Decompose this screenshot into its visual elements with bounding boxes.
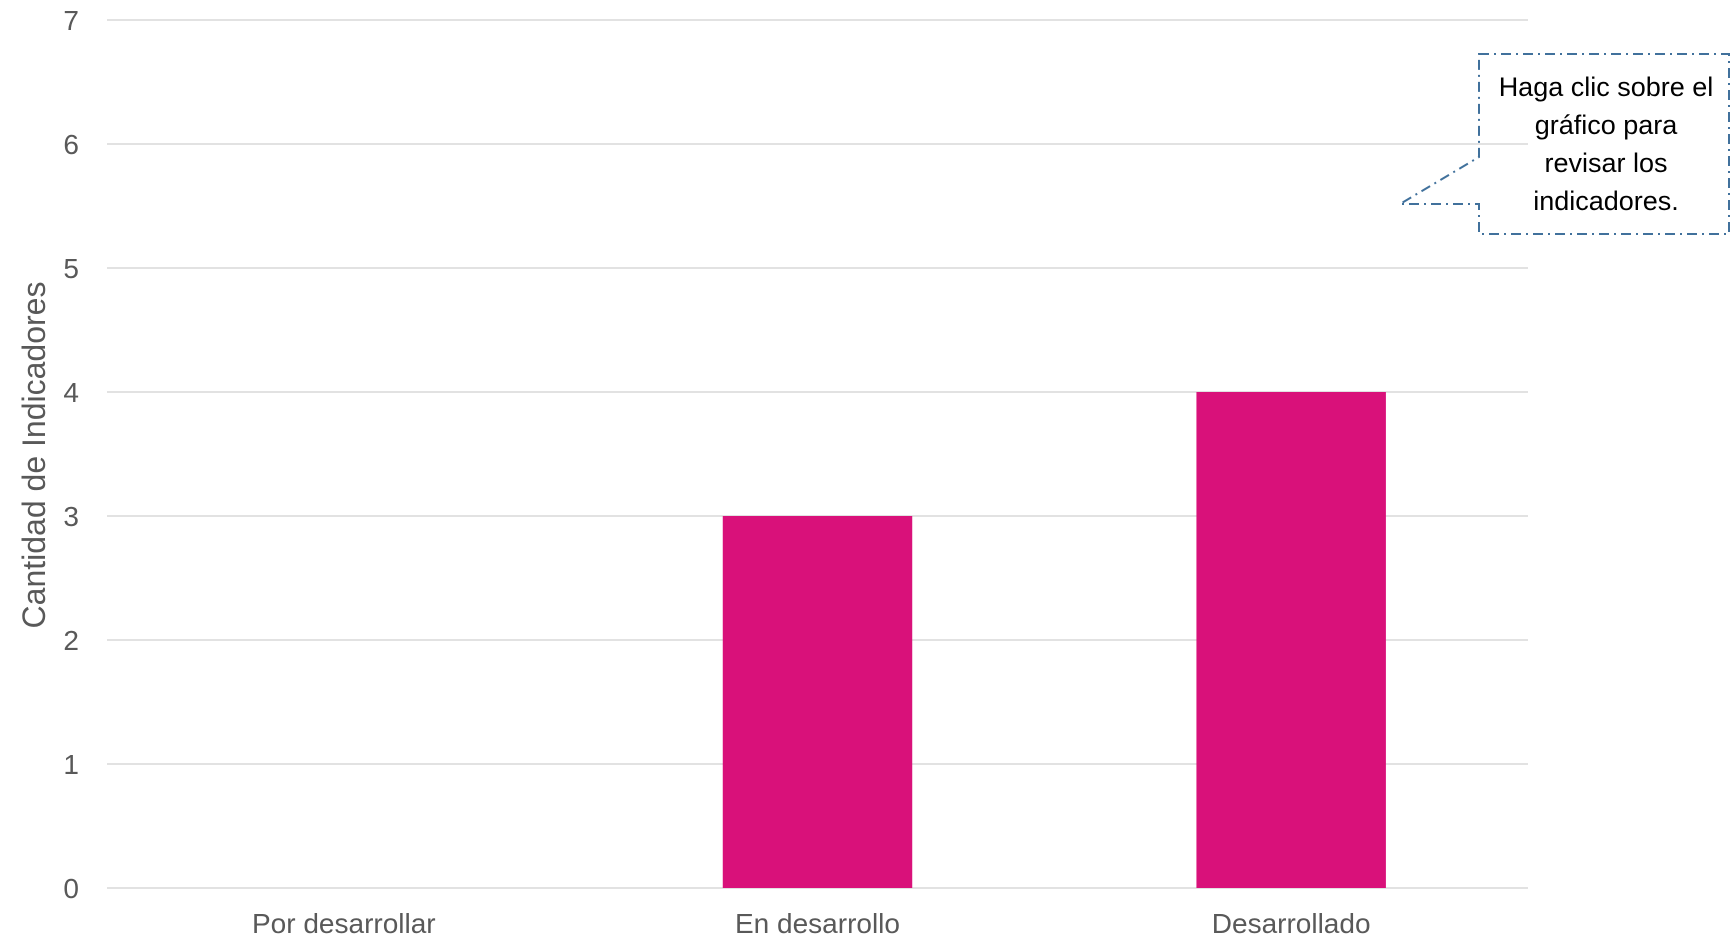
y-tick-label: 0 [63,873,79,904]
y-tick-label: 5 [63,253,79,284]
callout-text: Haga clic sobre el gráfico para revisar … [1498,72,1714,216]
callout-shape [1396,53,1730,235]
y-tick-label: 6 [63,129,79,160]
y-axis-title: Cantidad de Indicadores [16,282,52,629]
bars[interactable] [722,392,1386,888]
callout-note: Haga clic sobre el gráfico para revisar … [1479,54,1731,234]
y-axis-ticks: 0 1 2 3 4 5 6 7 [63,5,79,904]
bar-desarrollado[interactable] [1196,392,1386,888]
y-tick-label: 3 [63,501,79,532]
x-axis-ticks: Por desarrollar En desarrollo Desarrollado [252,908,1371,939]
y-tick-label: 1 [63,749,79,780]
y-tick-label: 7 [63,5,79,36]
bar-en-desarrollo[interactable] [722,516,913,888]
y-tick-label: 4 [63,377,79,408]
x-tick-label: En desarrollo [735,908,900,939]
x-tick-label: Desarrollado [1212,908,1371,939]
x-tick-label: Por desarrollar [252,908,436,939]
y-tick-label: 2 [63,625,79,656]
